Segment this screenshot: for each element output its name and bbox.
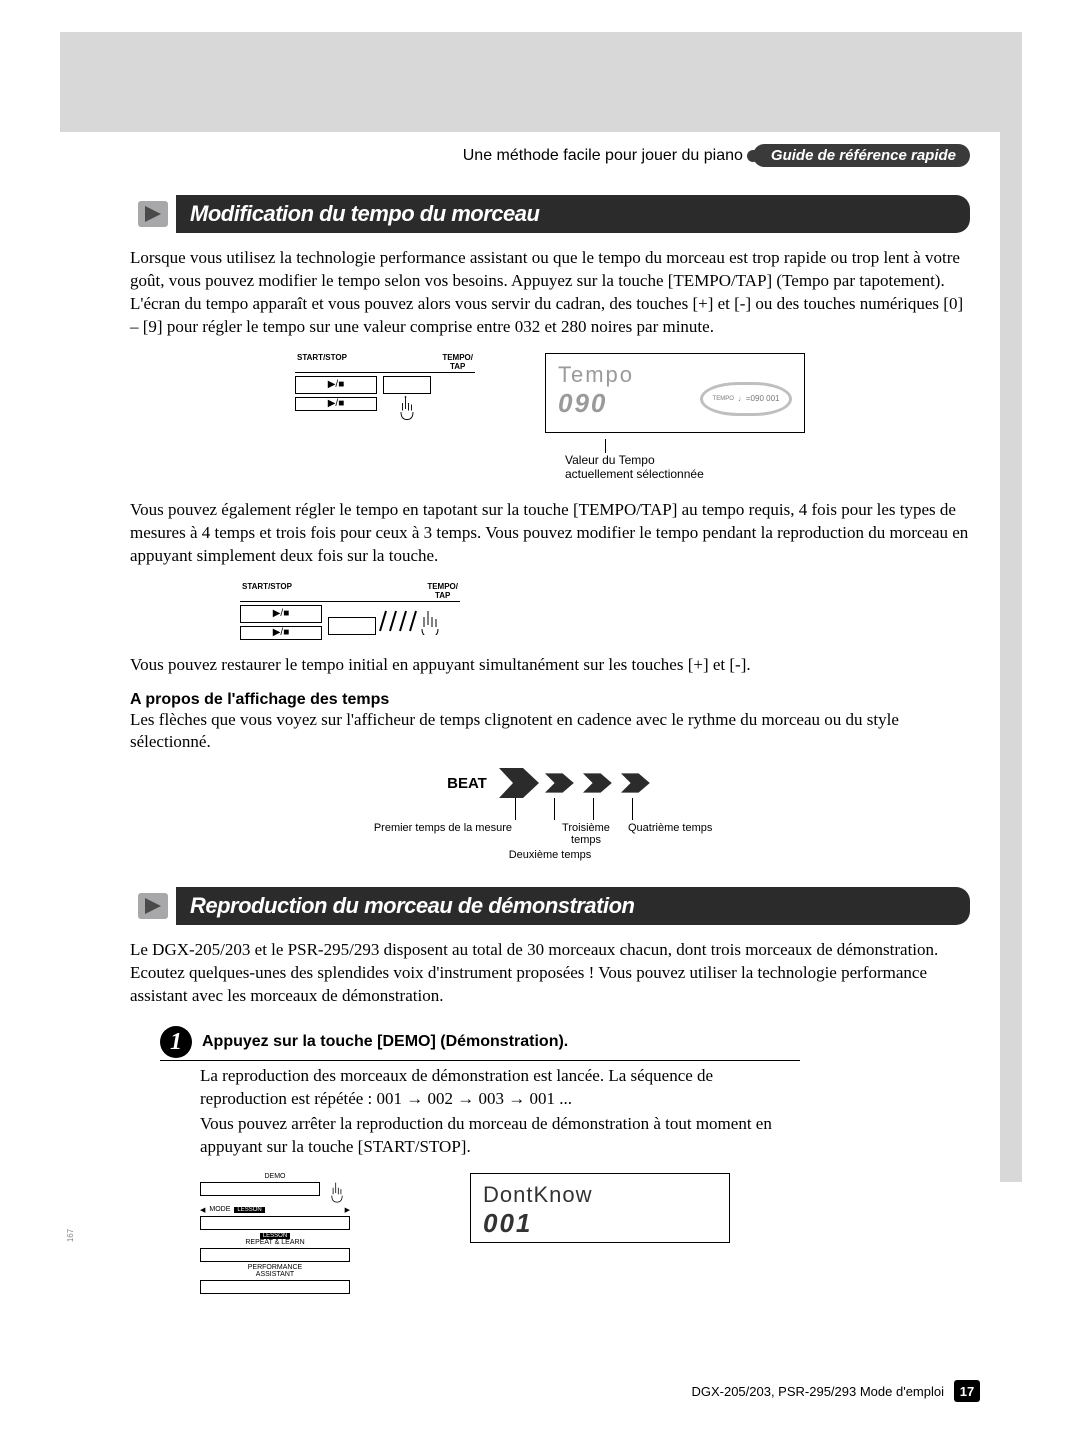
step1-body2: Vous pouvez arrêter la reproduction du m…	[200, 1113, 800, 1159]
figure-row-tempo: START/STOP TEMPO/ TAP ▶/■ ▶/■	[130, 353, 970, 481]
page-footer: DGX-205/203, PSR-295/293 Mode d'emploi 1…	[691, 1380, 980, 1402]
beat-arrow-2	[545, 770, 577, 796]
section1-para3: Vous pouvez restaurer le tempo initial e…	[130, 654, 970, 677]
lcd-caption: Valeur du Tempo actuellement sélectionné…	[565, 439, 805, 481]
page-number-badge: 17	[954, 1380, 980, 1402]
demo-lcd-value: 001	[483, 1208, 717, 1239]
beat-figure: BEAT Premier temps de la mesure Troisièm…	[310, 768, 790, 861]
start-stop-button-4: ▶/■	[240, 626, 322, 640]
lcd-mini-label: TEMPO	[713, 396, 734, 402]
demo-lcd: DontKnow 001	[470, 1173, 730, 1243]
hand-icon	[392, 394, 422, 424]
mode-label: MODE	[209, 1206, 230, 1213]
tempo-tap-button-2	[328, 617, 376, 635]
lcd-highlight-circle: TEMPO ♩=090 001	[700, 382, 792, 416]
lcd-tempo-wrap: Tempo 090 TEMPO ♩=090 001 Valeur du Temp…	[545, 353, 805, 481]
demo-figure: DEMO ◀ MODE LESSON ▶ LESSON REPEAT & LEA…	[200, 1173, 970, 1296]
page-root: Une méthode facile pour jouer du piano G…	[0, 0, 1080, 1440]
step1-header: 1 Appuyez sur la touche [DEMO] (Démonstr…	[160, 1026, 800, 1061]
demo-button-panel: DEMO ◀ MODE LESSON ▶ LESSON REPEAT & LEA…	[200, 1173, 350, 1296]
label-start-stop: START/STOP	[297, 353, 347, 371]
beat-arrow-4	[621, 770, 653, 796]
step1-body: La reproduction des morceaux de démonstr…	[200, 1065, 800, 1159]
header-pill: Guide de référence rapide	[753, 144, 970, 167]
decorative-gray-top	[60, 32, 1020, 132]
side-page-number: 167	[66, 1229, 75, 1242]
tempo-tap-button	[383, 376, 431, 394]
beat-arrow-1	[499, 768, 539, 798]
lcd-caption-line1: Valeur du Tempo	[565, 453, 805, 467]
decorative-gray-side	[1000, 32, 1022, 1182]
hand-icon-2	[324, 1180, 350, 1206]
start-stop-button-3: ▶/■	[240, 605, 322, 623]
beat-legend-1: Premier temps de la mesure	[362, 822, 512, 846]
footer-model: DGX-205/203, PSR-295/293 Mode d'emploi	[691, 1384, 944, 1399]
section2-title: Reproduction du morceau de démonstration	[176, 887, 970, 925]
section1-para2: Vous pouvez également régler le tempo en…	[130, 499, 970, 568]
lcd-mini-values: ♩=090 001	[738, 394, 780, 403]
beat-label: BEAT	[447, 775, 487, 792]
header-subtitle: Une méthode facile pour jouer du piano	[463, 147, 743, 165]
label-tempo-tap: TEMPO/ TAP	[442, 353, 473, 371]
about-heading: A propos de l'affichage des temps	[130, 691, 970, 709]
start-stop-button-2: ▶/■	[295, 397, 377, 411]
lcd-tempo: Tempo 090 TEMPO ♩=090 001	[545, 353, 805, 433]
repeat-learn-label: REPEAT & LEARN	[200, 1239, 350, 1246]
beat-legend-4: Quatrième temps	[628, 822, 738, 846]
section2-intro: Le DGX-205/203 et le PSR-295/293 dispose…	[130, 939, 970, 1008]
label-tempo-tap-2: TEMPO/ TAP	[427, 582, 458, 600]
section-icon	[130, 195, 176, 233]
figure-tap: START/STOP TEMPO/ TAP ▶/■ ▶/■	[240, 582, 970, 640]
section1-title: Modification du tempo du morceau	[176, 195, 970, 233]
start-stop-button: ▶/■	[295, 376, 377, 394]
beat-arrow-3	[583, 770, 615, 796]
step1-badge: 1	[160, 1026, 192, 1058]
section2-bar: Reproduction du morceau de démonstration	[130, 887, 970, 925]
tap-motion-icon	[376, 605, 446, 635]
beat-legend-2: Deuxième temps	[509, 849, 592, 861]
beat-legend-3: Troisième temps	[556, 822, 616, 846]
lcd-caption-line2: actuellement sélectionnée	[565, 467, 805, 481]
lesson-chip: LESSON	[234, 1207, 264, 1213]
step1-title: Appuyez sur la touche [DEMO] (Démonstrat…	[202, 1033, 568, 1051]
section1-bar: Modification du tempo du morceau	[130, 195, 970, 233]
label-start-stop-2: START/STOP	[242, 582, 292, 600]
perf-assist-label: PERFORMANCE ASSISTANT	[200, 1264, 350, 1278]
page-content: Une méthode facile pour jouer du piano G…	[130, 144, 970, 1296]
section1-para1: Lorsque vous utilisez la technologie per…	[130, 247, 970, 339]
about-body: Les flèches que vous voyez sur l'affiche…	[130, 709, 970, 755]
button-panel-1: START/STOP TEMPO/ TAP ▶/■ ▶/■	[295, 353, 475, 424]
demo-lcd-title: DontKnow	[483, 1182, 717, 1208]
step1-body1: La reproduction des morceaux de démonstr…	[200, 1065, 800, 1111]
demo-label: DEMO	[200, 1173, 350, 1180]
page-header: Une méthode facile pour jouer du piano G…	[130, 144, 970, 167]
section-icon-2	[130, 887, 176, 925]
